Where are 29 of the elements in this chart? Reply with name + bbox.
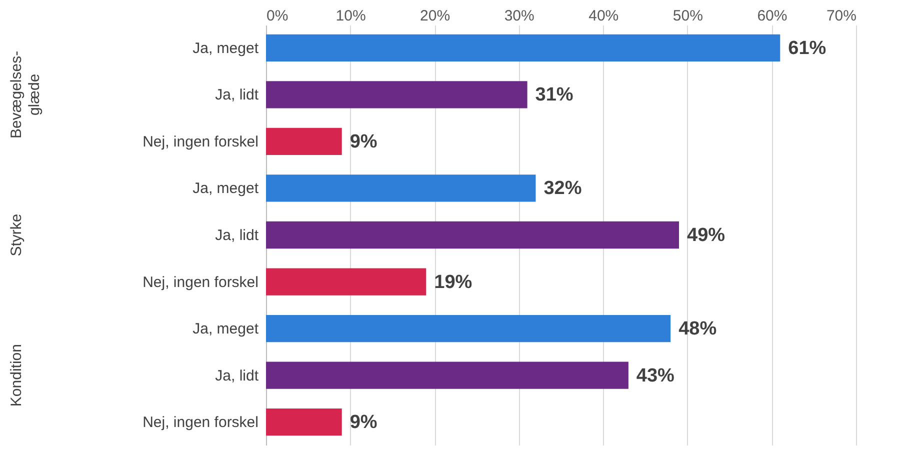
y-tick-label: Ja, meget <box>192 40 260 57</box>
data-label: 9% <box>350 412 378 434</box>
y-tick-label: Ja, lidt <box>215 367 260 384</box>
data-label: 19% <box>434 272 472 293</box>
x-tick-label: 40% <box>588 8 619 24</box>
y-tick-label: Nej, ingen forskel <box>142 414 258 432</box>
text: Kondition <box>8 344 25 407</box>
x-tick-label: 10% <box>336 8 366 24</box>
x-tick-label: 30% <box>504 8 534 24</box>
x-tick-label: 0% <box>266 8 288 24</box>
y-tick-label: Nej, ingen forskel <box>142 274 258 291</box>
text: Bevægelses-glæde <box>8 50 43 138</box>
data-label: 32% <box>544 178 582 200</box>
y-tick-label: Ja, meget <box>192 180 260 198</box>
x-tick-label: 20% <box>420 8 450 24</box>
data-label: 61% <box>788 38 826 59</box>
data-label: 9% <box>350 131 378 152</box>
data-label: 31% <box>535 84 574 106</box>
data-label: 48% <box>678 318 717 340</box>
y-tick-label: Nej, ingen forskel <box>142 133 258 150</box>
text: Styrke <box>8 214 25 256</box>
y-tick-label: Ja, meget <box>192 320 260 338</box>
y-tick-label: Ja, lidt <box>215 227 260 244</box>
x-tick-label: 50% <box>672 8 703 24</box>
data-label: 49% <box>687 225 726 246</box>
x-tick-label: 60% <box>757 8 788 24</box>
y-tick-label: Ja, lidt <box>215 86 260 104</box>
x-tick-label: 70% <box>826 8 856 24</box>
data-label: 43% <box>636 365 675 386</box>
